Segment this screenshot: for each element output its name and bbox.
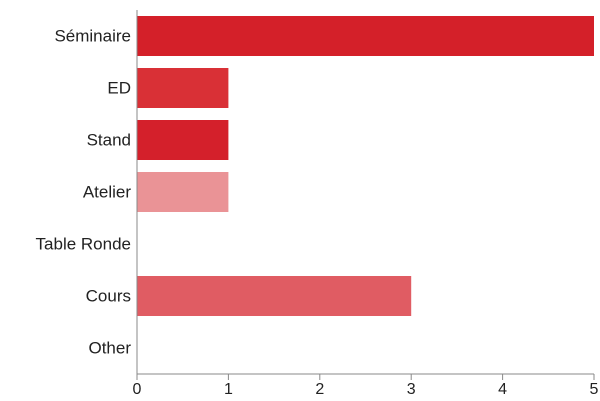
x-axis-ticks: 0 1 2 3 4 5 — [133, 374, 599, 398]
bar-cours — [137, 276, 412, 316]
category-label: Séminaire — [54, 27, 131, 46]
x-tick-label: 2 — [315, 381, 324, 398]
category-label: Other — [88, 339, 131, 358]
bar-ed — [137, 68, 229, 108]
bar-s-minaire — [137, 16, 594, 56]
x-tick-label: 4 — [498, 381, 507, 398]
x-tick-label: 1 — [224, 381, 233, 398]
x-tick-label: 3 — [407, 381, 416, 398]
bar-stand — [137, 120, 229, 160]
category-label: Stand — [87, 131, 131, 150]
category-label: ED — [107, 79, 131, 98]
category-label: Cours — [86, 287, 131, 306]
bars-group — [137, 16, 594, 316]
category-label: Atelier — [83, 183, 132, 202]
bar-atelier — [137, 172, 229, 212]
category-labels: Séminaire ED Stand Atelier Table Ronde Cours O… — [36, 27, 132, 358]
x-tick-label: 0 — [133, 381, 142, 398]
x-tick-label: 5 — [590, 381, 599, 398]
category-label: Table Ronde — [36, 235, 131, 254]
